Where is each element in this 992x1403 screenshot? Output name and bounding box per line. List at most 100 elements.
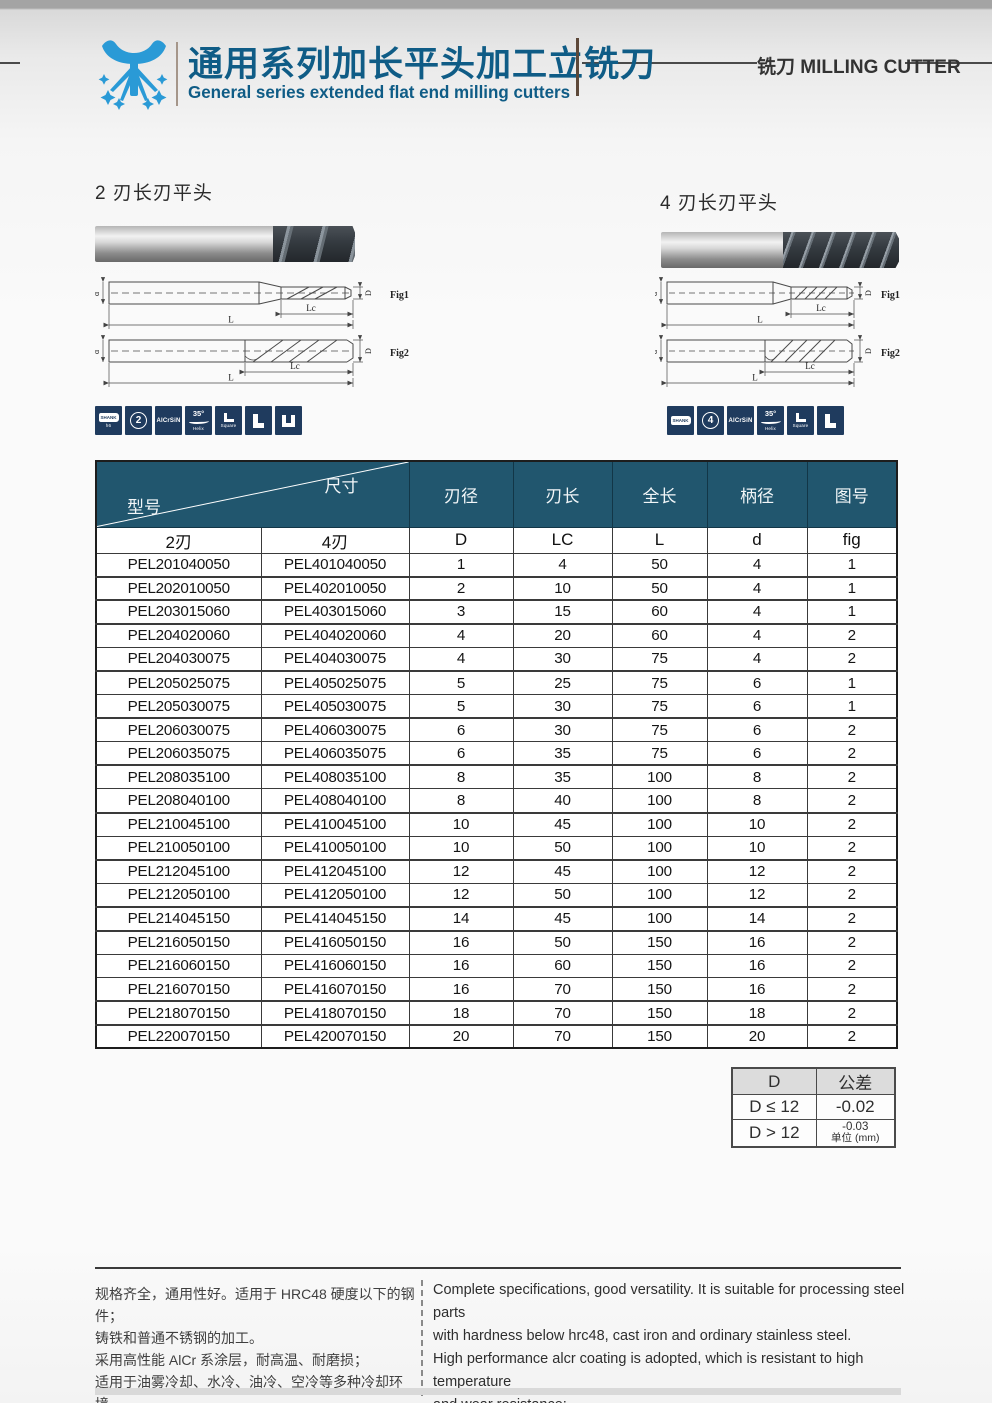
table-cell: 45 [512, 858, 613, 884]
subheader-fig: fig [806, 526, 898, 554]
table-row: PEL214045150 PEL414045150 14 45 100 14 2 [95, 905, 898, 931]
table-cell: PEL406030075 [260, 717, 410, 743]
table-cell: 2 [806, 622, 898, 648]
table-row: PEL220070150 PEL420070150 20 70 150 20 2 [95, 1023, 898, 1049]
flute-count-4-icon: 4 [697, 406, 724, 435]
table-cell: 15 [512, 599, 613, 625]
table-row: PEL205025075 PEL405025075 5 25 75 6 1 [95, 669, 898, 696]
table-cell: 8 [408, 764, 514, 790]
table-cell: PEL206030075 [95, 717, 262, 743]
dim-label-D: D [364, 290, 373, 296]
helix-35-icon: 35° Helix [185, 406, 212, 435]
table-cell: 4 [706, 599, 808, 625]
table-cell: 5 [408, 669, 514, 696]
table-row: PEL218070150 PEL418070150 18 70 150 18 2 [95, 1000, 898, 1026]
table-cell: 16 [706, 953, 808, 979]
table-cell: 2 [806, 741, 898, 766]
dim-label-lc: Lc [306, 303, 316, 313]
table-cell: 45 [512, 905, 613, 931]
footer-divider-dashed [421, 1280, 423, 1396]
table-cell: 5 [408, 694, 514, 719]
table-cell: 1 [806, 694, 898, 719]
fig1-label: Fig1 [881, 290, 900, 301]
table-cell: 18 [408, 1000, 514, 1026]
table-cell: 2 [806, 953, 898, 979]
table-cell: 2 [806, 1023, 898, 1049]
table-row: PEL216060150 PEL416060150 16 60 150 16 2 [95, 953, 898, 979]
table-cell: PEL203015060 [95, 599, 262, 625]
table-cell: 4 [706, 646, 808, 672]
header-rule-right [905, 62, 992, 64]
table-row: PEL210050100 PEL410050100 10 50 100 10 2 [95, 835, 898, 861]
table-cell: 10 [408, 835, 514, 861]
table-cell: PEL406035075 [260, 741, 410, 766]
table-cell: PEL402010050 [260, 575, 410, 601]
table-cell: 60 [611, 599, 708, 625]
table-cell: 6 [408, 717, 514, 743]
square-end-icon: Square [787, 406, 814, 435]
subheader-L: L [611, 526, 708, 554]
dim-label-l: L [228, 315, 234, 325]
table-cell: PEL416070150 [260, 977, 410, 1002]
table-cell: 4 [408, 622, 514, 648]
flute-count-2-icon: 2 [125, 406, 152, 435]
header-fig-no: 图号 [806, 460, 898, 528]
table-cell: PEL208035100 [95, 764, 262, 790]
table-row: PEL206030075 PEL406030075 6 30 75 6 2 [95, 717, 898, 743]
table-cell: 12 [706, 882, 808, 908]
table-cell: 50 [611, 575, 708, 601]
table-cell: 75 [611, 694, 708, 719]
table-cell: 4 [706, 552, 808, 578]
table-cell: PEL202010050 [95, 575, 262, 601]
tolerance-header-row: D 公差 [731, 1067, 896, 1095]
table-row: PEL204020060 PEL404020060 4 20 60 4 2 [95, 622, 898, 648]
table-cell: PEL416060150 [260, 953, 410, 979]
footer-rule [95, 1267, 901, 1269]
table-cell: 12 [408, 882, 514, 908]
header-model-size: 型号 尺寸 [95, 460, 410, 528]
table-row: PEL212050100 PEL412050100 12 50 100 12 2 [95, 882, 898, 908]
table-cell: 75 [611, 646, 708, 672]
table-cell: 100 [611, 811, 708, 837]
footer-line: 采用高性能 AlCr 系涂层，耐高温、耐磨损； [95, 1352, 368, 1368]
table-cell: PEL405025075 [260, 669, 410, 696]
table-row: PEL206035075 PEL406035075 6 35 75 6 2 [95, 741, 898, 766]
table-cell: PEL414045150 [260, 905, 410, 931]
dim-label-d: d [655, 350, 659, 354]
header-overall-length: 全长 [611, 460, 708, 528]
helix-35-icon: 35° Helix [757, 406, 784, 435]
table-cell: 12 [706, 858, 808, 884]
table-cell: PEL412045100 [260, 858, 410, 884]
endmill-photo-2f [95, 226, 355, 262]
table-cell: PEL404020060 [260, 622, 410, 648]
photo-flutes [273, 226, 355, 262]
table-cell: 100 [611, 905, 708, 931]
drawing-4f-fig2: d D Lc L Fig2 [655, 335, 900, 387]
table-cell: 150 [611, 953, 708, 979]
header-rule-left [0, 62, 20, 64]
table-cell: PEL212050100 [95, 882, 262, 908]
table-cell: 30 [512, 646, 613, 672]
category-label: 铣刀 MILLING CUTTER [757, 57, 961, 78]
table-row: PEL212045100 PEL412045100 12 45 100 12 2 [95, 858, 898, 884]
header-shank-diameter: 柄径 [706, 460, 808, 528]
tolerance-val-1: -0.02 [815, 1094, 896, 1120]
shank-h6-icon: SHANK h6 [95, 406, 122, 435]
profile-l-icon [245, 406, 272, 435]
table-cell: 2 [806, 811, 898, 837]
table-cell: 150 [611, 1023, 708, 1049]
table-cell: 150 [611, 1000, 708, 1026]
table-cell: 75 [611, 669, 708, 696]
footer-line: Complete specifications, good versatilit… [433, 1282, 905, 1321]
section-title-2f: 2 刃长刃平头 [95, 183, 213, 204]
table-cell: 45 [512, 811, 613, 837]
table-cell: 1 [806, 575, 898, 601]
table-cell: 70 [512, 977, 613, 1002]
table-cell: 100 [611, 788, 708, 814]
table-cell: PEL420070150 [260, 1023, 410, 1049]
table-cell: 6 [706, 741, 808, 766]
header-rule-mid [582, 62, 757, 64]
fig2-label: Fig2 [390, 348, 409, 359]
table-cell: PEL408040100 [260, 788, 410, 814]
table-cell: 75 [611, 717, 708, 743]
